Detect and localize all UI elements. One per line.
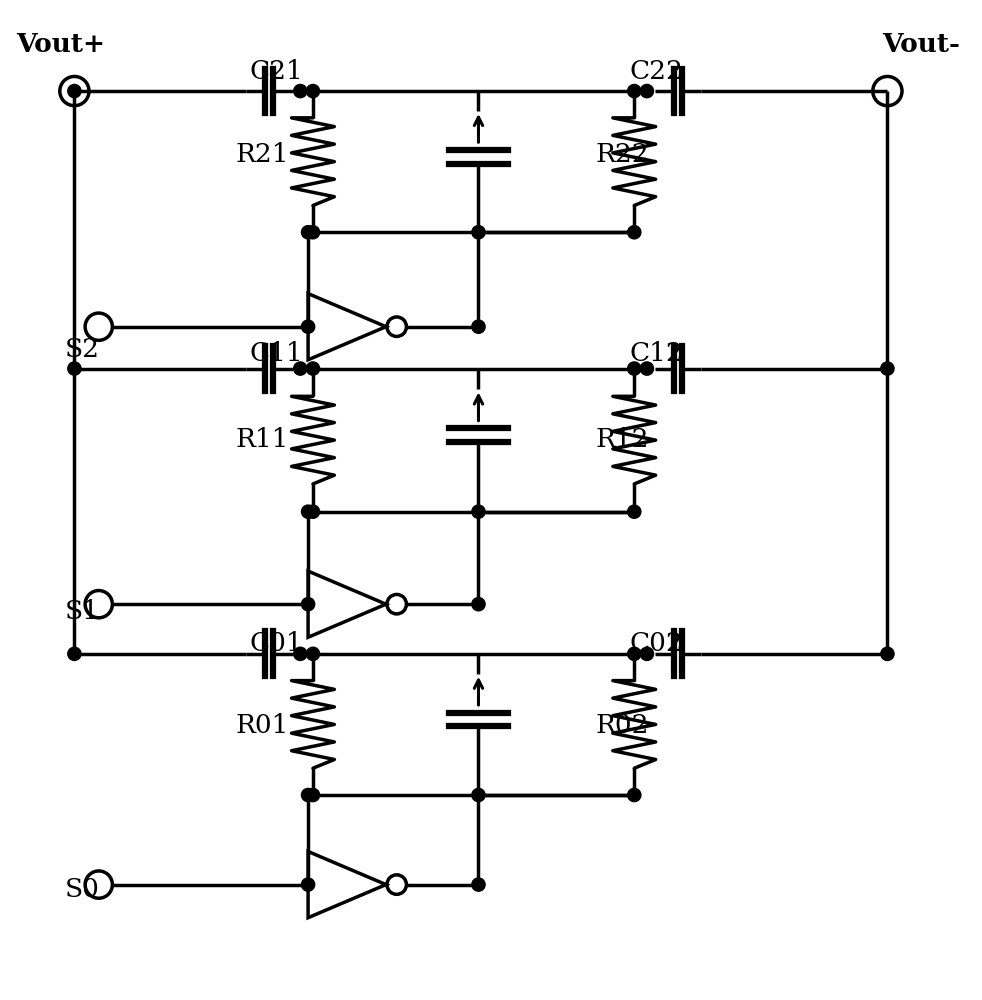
Circle shape: [301, 226, 314, 239]
Circle shape: [301, 878, 314, 891]
Text: Vout+: Vout+: [16, 32, 105, 57]
Text: C11: C11: [249, 341, 303, 366]
Circle shape: [881, 647, 894, 660]
Circle shape: [294, 84, 307, 98]
Circle shape: [306, 505, 319, 518]
Text: S2: S2: [65, 337, 100, 362]
Text: R02: R02: [595, 713, 649, 738]
Text: R11: R11: [235, 427, 289, 452]
Text: R21: R21: [235, 142, 289, 167]
Circle shape: [306, 788, 319, 802]
Text: R22: R22: [595, 142, 649, 167]
Circle shape: [306, 84, 319, 98]
Circle shape: [640, 84, 654, 98]
Circle shape: [306, 362, 319, 375]
Circle shape: [472, 320, 485, 333]
Circle shape: [627, 226, 641, 239]
Circle shape: [68, 362, 82, 375]
Circle shape: [68, 84, 82, 98]
Circle shape: [627, 505, 641, 518]
Circle shape: [472, 226, 485, 239]
Text: C21: C21: [249, 59, 303, 84]
Circle shape: [68, 647, 82, 660]
Circle shape: [301, 505, 314, 518]
Text: R01: R01: [235, 713, 289, 738]
Text: C22: C22: [629, 59, 683, 84]
Circle shape: [301, 320, 314, 333]
Circle shape: [301, 598, 314, 611]
Text: S0: S0: [65, 877, 99, 902]
Text: Vout-: Vout-: [883, 32, 960, 57]
Circle shape: [640, 362, 654, 375]
Circle shape: [472, 505, 485, 518]
Circle shape: [294, 362, 307, 375]
Text: C12: C12: [629, 341, 683, 366]
Circle shape: [627, 362, 641, 375]
Circle shape: [472, 878, 485, 891]
Circle shape: [627, 84, 641, 98]
Circle shape: [301, 788, 314, 802]
Circle shape: [627, 647, 641, 660]
Text: C02: C02: [629, 631, 683, 656]
Circle shape: [881, 362, 894, 375]
Text: S1: S1: [65, 599, 99, 624]
Circle shape: [306, 226, 319, 239]
Circle shape: [472, 598, 485, 611]
Circle shape: [472, 788, 485, 802]
Text: C01: C01: [249, 631, 303, 656]
Circle shape: [627, 788, 641, 802]
Circle shape: [306, 647, 319, 660]
Circle shape: [640, 647, 654, 660]
Text: R12: R12: [595, 427, 649, 452]
Circle shape: [294, 647, 307, 660]
